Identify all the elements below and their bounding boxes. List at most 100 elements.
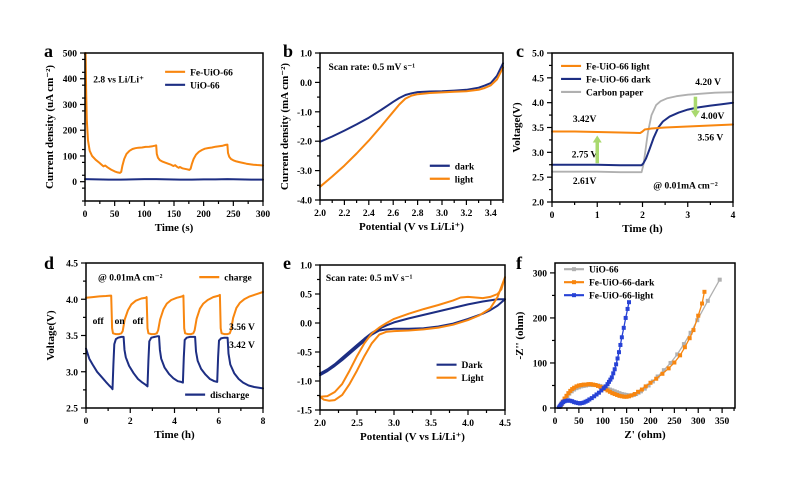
y-axis-title: Current density (mA cm⁻²) bbox=[279, 63, 291, 190]
data-point-marker bbox=[672, 360, 677, 365]
legend: dark light bbox=[429, 162, 475, 185]
legend: Dark Light bbox=[436, 361, 485, 384]
legend-marker bbox=[572, 267, 576, 272]
data-point-marker bbox=[619, 394, 624, 399]
x-tick-label: 2.2 bbox=[338, 209, 350, 219]
data-point-marker bbox=[615, 356, 620, 361]
x-tick-label: 0 bbox=[553, 417, 558, 427]
legend-label: Light bbox=[462, 374, 485, 384]
series-light bbox=[319, 276, 506, 402]
y-axis-title: Current density (uA cm⁻²) bbox=[44, 65, 56, 189]
legend: charge bbox=[199, 274, 252, 284]
data-point-marker bbox=[606, 379, 611, 384]
x-tick-label: 0 bbox=[84, 417, 89, 427]
x-tick-label: 0 bbox=[550, 211, 555, 221]
data-point-marker bbox=[587, 397, 592, 402]
data-point-marker bbox=[675, 352, 680, 357]
y-tick-label: 0 bbox=[72, 178, 77, 188]
annotation: 2.75 V bbox=[572, 150, 598, 160]
legend-label: UiO-66 bbox=[589, 266, 619, 276]
annotation: 4.00V bbox=[701, 112, 725, 122]
legend-label: Fe-UiO-66-light bbox=[589, 292, 654, 302]
x-tick-label: 100 bbox=[596, 417, 611, 427]
series-group bbox=[556, 277, 722, 409]
data-point-marker bbox=[678, 353, 683, 358]
series-carbon-paper bbox=[551, 91, 734, 174]
y-tick-label: 200 bbox=[533, 314, 548, 324]
data-point-marker bbox=[596, 390, 601, 395]
series-light bbox=[319, 66, 504, 188]
x-axis-title: Potential (V vs Li/Li⁺) bbox=[359, 221, 464, 233]
data-point-marker bbox=[607, 387, 612, 392]
series-fe-uio-66-dark bbox=[559, 291, 706, 408]
x-tick-label: 4.0 bbox=[462, 419, 474, 429]
x-tick-label: 1 bbox=[595, 211, 600, 221]
y-axis-title: -Z'' (ohm) bbox=[514, 311, 526, 359]
x-tick-label: 250 bbox=[667, 417, 682, 427]
data-point-marker bbox=[581, 382, 586, 387]
y-tick-label: -1.0 bbox=[297, 108, 312, 118]
legend: UiO-66 Fe-UiO-66-dark Fe-UiO-66-light bbox=[564, 266, 655, 302]
x-tick-label: 3.5 bbox=[425, 419, 437, 429]
y-tick-label: 4.0 bbox=[66, 296, 78, 306]
x-tick-label: 2 bbox=[128, 417, 133, 427]
series-group bbox=[551, 91, 734, 174]
x-tick-label: 200 bbox=[197, 210, 212, 220]
y-tick-label: 300 bbox=[533, 269, 548, 279]
axes-box bbox=[84, 52, 264, 202]
data-point-marker bbox=[639, 387, 644, 392]
series-uio-66 bbox=[84, 178, 264, 181]
y-axis-title: Voltage(V) bbox=[45, 310, 57, 361]
annotation: 3.42V bbox=[573, 115, 597, 125]
legend-label: light bbox=[455, 175, 474, 185]
series-fe-uio-66-dark bbox=[551, 101, 734, 167]
data-point-marker bbox=[615, 392, 620, 397]
x-tick-label: 300 bbox=[691, 417, 706, 427]
x-axis-title: Potential (V vs Li/Li⁺) bbox=[360, 431, 465, 443]
legend: Fe-UiO-66 light Fe-UiO-66 dark Carbon pape… bbox=[561, 62, 651, 98]
data-point-marker bbox=[627, 300, 632, 305]
data-point-marker bbox=[625, 306, 630, 311]
x-tick-label: 4 bbox=[731, 211, 736, 221]
y-tick-label: 4.5 bbox=[532, 74, 544, 84]
panel-label-f: f bbox=[516, 253, 522, 273]
series-discharge bbox=[85, 335, 264, 391]
annotation: 3.56 V bbox=[229, 323, 255, 333]
y-axis-title: Voltage(V) bbox=[511, 102, 523, 153]
data-point-marker bbox=[648, 380, 653, 385]
data-point-marker bbox=[593, 383, 598, 388]
legend-label: discharge bbox=[210, 391, 249, 401]
y-tick-label: -2.0 bbox=[297, 138, 312, 148]
data-point-marker bbox=[681, 342, 686, 347]
data-point-marker bbox=[643, 384, 648, 389]
data-point-marker bbox=[572, 385, 577, 390]
series-dark bbox=[319, 298, 506, 377]
panel-c: 0 1 2 3 4 2.0 2.5 3.0 3.5 4.0 4.5 5.0 Time (h) Voltag… bbox=[511, 50, 736, 236]
y-tick-label: -3.0 bbox=[297, 167, 312, 177]
y-tick-label: 5.0 bbox=[532, 50, 544, 60]
panel-label-c: c bbox=[516, 41, 524, 61]
data-point-marker bbox=[700, 301, 705, 306]
data-point-marker bbox=[621, 325, 626, 330]
data-point-marker bbox=[584, 382, 589, 387]
x-tick-label: 2.4 bbox=[363, 209, 375, 219]
x-axis-title: Z' (ohm) bbox=[624, 429, 666, 441]
data-point-marker bbox=[614, 362, 619, 367]
data-point-marker bbox=[654, 376, 659, 381]
panel-f: 0 50 100 150 200 250 300 350 0 100 200 300 Z' (ohm) -… bbox=[514, 262, 736, 441]
data-point-marker bbox=[605, 388, 610, 393]
legend-label: Fe-UiO-66 light bbox=[586, 62, 650, 72]
data-point-marker bbox=[605, 382, 610, 387]
data-point-marker bbox=[702, 289, 707, 294]
data-point-marker bbox=[615, 390, 620, 395]
annotation: Scan rate: 0.5 mV s⁻¹ bbox=[329, 63, 416, 73]
axes-box bbox=[319, 264, 506, 411]
data-point-marker bbox=[586, 382, 591, 387]
data-point-marker bbox=[661, 368, 666, 373]
axes-box bbox=[554, 262, 736, 409]
y-tick-label: 0 bbox=[542, 405, 547, 415]
y-tick-label: 2.0 bbox=[532, 199, 544, 209]
series-fe-uio-66 bbox=[84, 52, 264, 174]
series-fe-uio-66-light bbox=[551, 123, 734, 134]
